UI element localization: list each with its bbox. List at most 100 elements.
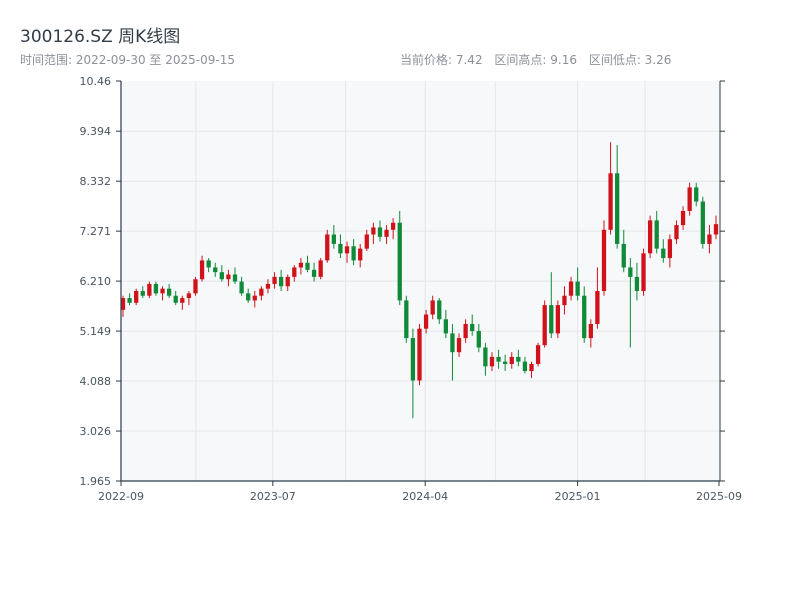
- candle: [199, 255, 205, 282]
- candle-body: [430, 300, 435, 315]
- candle: [680, 206, 686, 230]
- candle-body: [252, 295, 257, 301]
- candle: [219, 265, 224, 282]
- candle-body: [654, 220, 659, 249]
- candle: [252, 291, 257, 308]
- candle: [246, 288, 251, 303]
- candle: [443, 309, 448, 339]
- candle-body: [127, 298, 132, 303]
- y-tick-label: 9.394: [80, 125, 112, 138]
- candle: [463, 319, 468, 343]
- candle: [120, 295, 126, 317]
- candle: [331, 225, 336, 249]
- candle-body: [364, 234, 369, 249]
- candle-body: [140, 291, 145, 296]
- price-stats: 当前价格: 7.42 区间高点: 9.16 区间低点: 3.26: [400, 51, 679, 68]
- candle: [285, 274, 290, 292]
- candle: [496, 349, 501, 369]
- candle-body: [120, 298, 126, 310]
- candle-body: [265, 283, 271, 289]
- candle-body: [463, 323, 468, 339]
- candle-body: [437, 300, 442, 320]
- candle-body: [272, 276, 277, 284]
- candle-body: [535, 345, 541, 364]
- candle: [173, 291, 178, 306]
- candle-body: [456, 338, 462, 353]
- candle-body: [549, 305, 554, 334]
- candle-body: [278, 276, 284, 287]
- candle-body: [667, 239, 673, 259]
- range-high-label: 区间高点: 9.16: [494, 53, 577, 67]
- candle: [265, 279, 271, 294]
- candle-body: [529, 363, 534, 372]
- candle: [404, 295, 409, 343]
- candle: [634, 262, 640, 301]
- y-tick-label: 4.088: [80, 375, 112, 388]
- candle-body: [601, 229, 607, 292]
- candle-body: [338, 243, 343, 254]
- candle: [140, 286, 145, 299]
- candle: [601, 220, 607, 296]
- x-tick-label: 2023-07: [250, 490, 296, 503]
- candle: [503, 354, 508, 372]
- candle-body: [134, 291, 139, 303]
- candle: [575, 267, 580, 301]
- candle-body: [318, 260, 323, 277]
- candle: [713, 215, 719, 240]
- candle-body: [443, 319, 448, 334]
- candle-body: [153, 283, 159, 294]
- x-axis-ticks: 2022-09 2023-07 2024-04 2025-01 2025-09: [98, 481, 742, 503]
- candle-body: [542, 305, 547, 346]
- candle-body: [259, 288, 264, 296]
- candle-body: [634, 276, 640, 292]
- candle: [213, 262, 218, 277]
- candle: [476, 323, 481, 353]
- chart-title: 300126.SZ 周K线图: [20, 27, 181, 47]
- candle-body: [615, 173, 620, 244]
- candle: [555, 300, 561, 339]
- candle-body: [166, 288, 172, 296]
- candle: [588, 319, 593, 348]
- candle: [700, 196, 705, 249]
- candle: [549, 272, 554, 339]
- candle: [647, 215, 653, 259]
- candle-body: [213, 267, 218, 273]
- candle: [483, 342, 488, 376]
- candle: [582, 286, 587, 343]
- candle: [516, 349, 521, 367]
- candle: [292, 265, 297, 282]
- candle-body: [285, 276, 290, 287]
- candle: [450, 323, 455, 381]
- candle: [423, 309, 429, 334]
- candle: [430, 295, 435, 320]
- candle-body: [470, 323, 475, 332]
- current-price-label: 当前价格: 7.42: [400, 53, 483, 67]
- candle-body: [226, 274, 231, 280]
- candle: [674, 220, 679, 244]
- candle-body: [206, 260, 211, 268]
- candle-body: [331, 234, 336, 244]
- candle: [568, 276, 574, 301]
- candle-body: [641, 253, 646, 292]
- candle-body: [292, 267, 297, 277]
- x-tick-label: 2025-09: [696, 490, 742, 503]
- y-tick-label: 7.271: [80, 225, 112, 238]
- candle: [318, 258, 323, 280]
- candle-body: [483, 347, 488, 367]
- candle: [628, 258, 633, 348]
- candle: [344, 241, 350, 263]
- y-tick-label: 1.965: [80, 475, 112, 488]
- candle: [371, 222, 376, 244]
- candle: [186, 291, 192, 306]
- y-tick-label: 6.210: [80, 275, 112, 288]
- candle-body: [371, 227, 376, 235]
- candle: [562, 286, 567, 315]
- y-tick-label: 10.46: [80, 75, 112, 88]
- candle-body: [404, 300, 409, 339]
- candle: [338, 234, 343, 259]
- candle-body: [246, 293, 251, 301]
- candle: [259, 286, 264, 301]
- candle-body: [193, 279, 198, 294]
- candle-body: [680, 210, 686, 226]
- candle-body: [351, 246, 356, 261]
